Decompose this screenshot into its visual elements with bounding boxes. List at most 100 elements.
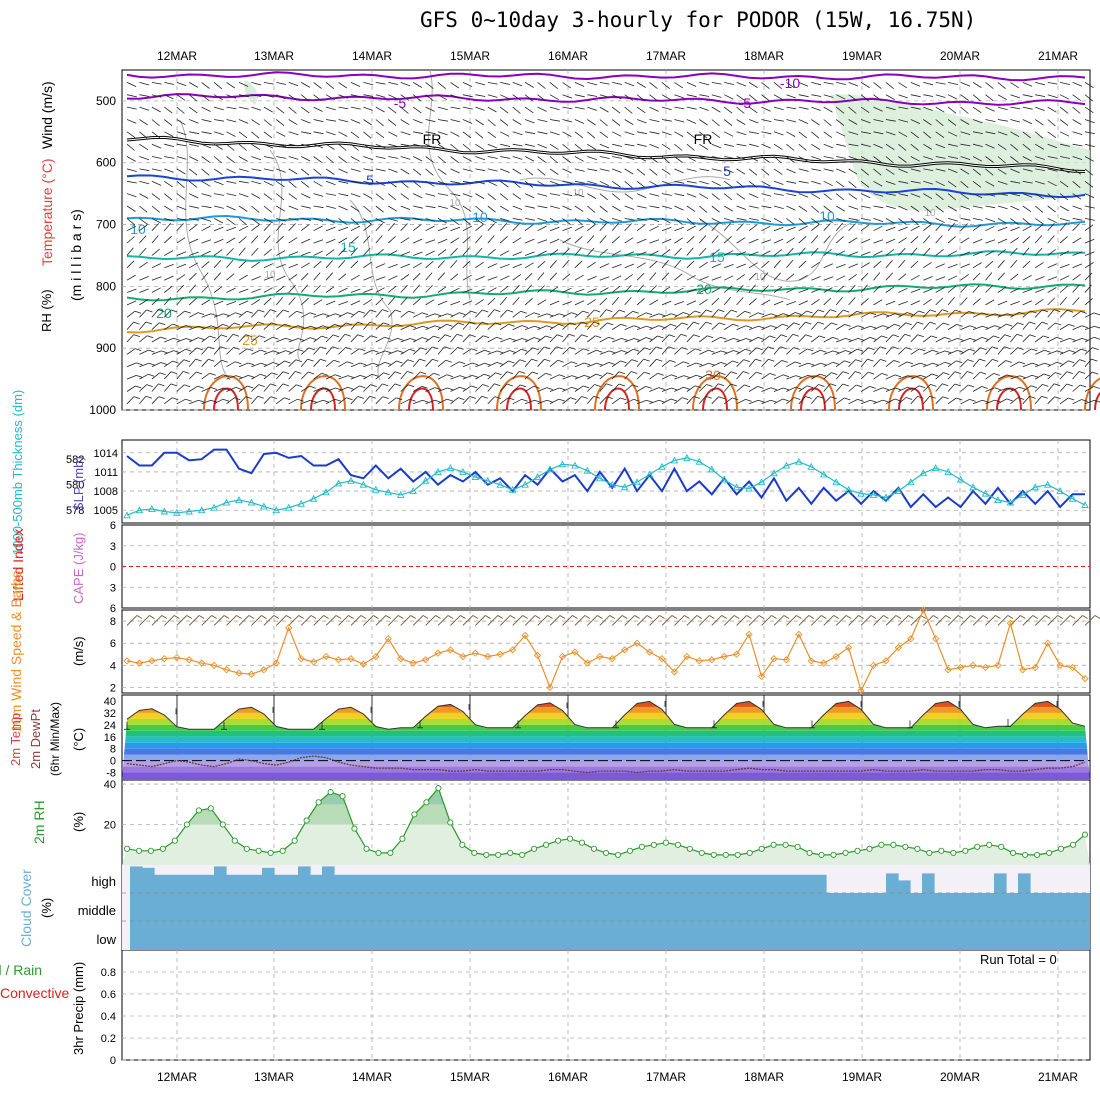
wind-barb bbox=[176, 143, 187, 147]
wind-barb bbox=[537, 285, 545, 293]
wind-barb-flag bbox=[296, 310, 303, 314]
rh-marker bbox=[1010, 849, 1017, 856]
wind-barb bbox=[624, 180, 633, 189]
thickness-marker bbox=[1006, 498, 1015, 506]
wind-barb bbox=[164, 168, 174, 173]
wind-barb bbox=[251, 288, 261, 293]
wind-barb-flag bbox=[444, 334, 452, 338]
wind-barb bbox=[512, 310, 521, 318]
wind-barb-flag bbox=[1019, 375, 1026, 379]
wind-barb-flag bbox=[793, 322, 800, 326]
wind10-barb bbox=[139, 615, 150, 626]
panel-label-precip_total: Total / Rain bbox=[0, 962, 43, 978]
wind-barb-flag bbox=[730, 383, 737, 387]
wind-barb-flag bbox=[1056, 361, 1063, 365]
wind-barb bbox=[686, 168, 697, 172]
wind-barb bbox=[325, 131, 336, 136]
wind-barb bbox=[126, 131, 136, 139]
thickness-marker bbox=[521, 480, 529, 488]
wind10-barb-flag bbox=[435, 615, 441, 619]
wind-barb bbox=[748, 156, 759, 162]
wind-barb-flag bbox=[806, 385, 814, 389]
wind-barb bbox=[1010, 301, 1020, 306]
wind-barb-flag bbox=[1056, 350, 1064, 354]
wind10-barb-flag bbox=[286, 615, 292, 619]
wind-barb bbox=[226, 259, 234, 269]
wind-barb bbox=[985, 359, 993, 367]
wind-barb bbox=[251, 373, 261, 380]
wind10-marker bbox=[807, 657, 815, 665]
wind-barb bbox=[1010, 119, 1021, 123]
wind-barb bbox=[811, 218, 820, 225]
wind10-barb bbox=[848, 615, 859, 626]
wind-barb bbox=[661, 82, 670, 90]
wind-barb bbox=[848, 263, 858, 269]
wind-barb bbox=[276, 360, 285, 368]
wind-barb bbox=[325, 218, 336, 224]
wind-barb bbox=[922, 395, 931, 405]
wind-barb bbox=[923, 276, 933, 281]
wind-barb-flag bbox=[409, 338, 417, 341]
wind-barb-flag bbox=[285, 350, 292, 353]
wind-barb bbox=[786, 273, 795, 281]
wind-barb bbox=[873, 106, 883, 112]
wind-barb bbox=[624, 218, 635, 221]
wind-barb bbox=[798, 225, 808, 232]
wind-barb bbox=[723, 309, 732, 318]
wind-barb-flag bbox=[223, 387, 230, 391]
thickness-tick-label: 578 bbox=[66, 505, 84, 517]
wind-barb bbox=[923, 193, 933, 200]
wind-barb bbox=[450, 259, 458, 269]
wind-barb bbox=[263, 396, 272, 405]
thickness-marker bbox=[471, 473, 480, 480]
wind10-marker bbox=[260, 666, 268, 674]
wind-barb bbox=[413, 337, 423, 343]
wind-barb-flag bbox=[645, 337, 653, 340]
wind10-barb-flag bbox=[298, 615, 304, 619]
wind-barb bbox=[164, 193, 173, 201]
wind-barb bbox=[126, 218, 135, 226]
cloud-high-bar bbox=[766, 874, 779, 893]
wind-barb bbox=[524, 347, 533, 355]
wind-barb bbox=[263, 383, 271, 392]
wind-barb-flag bbox=[1080, 348, 1088, 352]
wind-barb bbox=[723, 297, 732, 306]
wind-barb bbox=[263, 235, 271, 244]
wind-barb bbox=[786, 131, 796, 137]
wind-barb bbox=[649, 313, 660, 318]
thickness-marker bbox=[173, 508, 181, 516]
wind-barb bbox=[885, 218, 895, 224]
wind-barb bbox=[611, 205, 622, 212]
wind-barb bbox=[786, 156, 795, 163]
wind-barb-flag bbox=[1055, 322, 1062, 326]
wind-barb bbox=[711, 235, 719, 244]
wind-barb bbox=[537, 131, 548, 135]
wind-barb bbox=[661, 226, 672, 232]
wind-barb-flag bbox=[807, 374, 815, 378]
wind-barb bbox=[1022, 82, 1033, 87]
wind-barb bbox=[661, 249, 671, 256]
wind-barb bbox=[512, 284, 520, 293]
wind10-barb-flag bbox=[572, 615, 578, 619]
wind-barb bbox=[661, 106, 672, 111]
rh-marker bbox=[171, 837, 178, 844]
wind-barb bbox=[848, 297, 856, 306]
wind-barb-flag bbox=[569, 322, 576, 326]
wind-barb bbox=[773, 238, 784, 244]
wind-barb bbox=[686, 106, 697, 110]
wind-barb bbox=[773, 193, 784, 196]
wind-barb bbox=[574, 82, 585, 87]
wind-barb bbox=[437, 249, 447, 256]
wind-barb bbox=[189, 325, 199, 330]
wind-barb bbox=[549, 143, 559, 150]
wind-barb bbox=[226, 334, 234, 343]
wind-barb bbox=[972, 119, 983, 124]
wind-barb bbox=[188, 347, 198, 355]
wind-barb-flag bbox=[831, 322, 838, 326]
wind-barb-flag bbox=[494, 396, 501, 399]
wind-barb bbox=[873, 260, 882, 269]
wind-barb bbox=[276, 156, 287, 159]
wind-barb bbox=[487, 156, 498, 159]
wind-barb bbox=[525, 218, 535, 221]
wind-barb bbox=[500, 338, 510, 343]
